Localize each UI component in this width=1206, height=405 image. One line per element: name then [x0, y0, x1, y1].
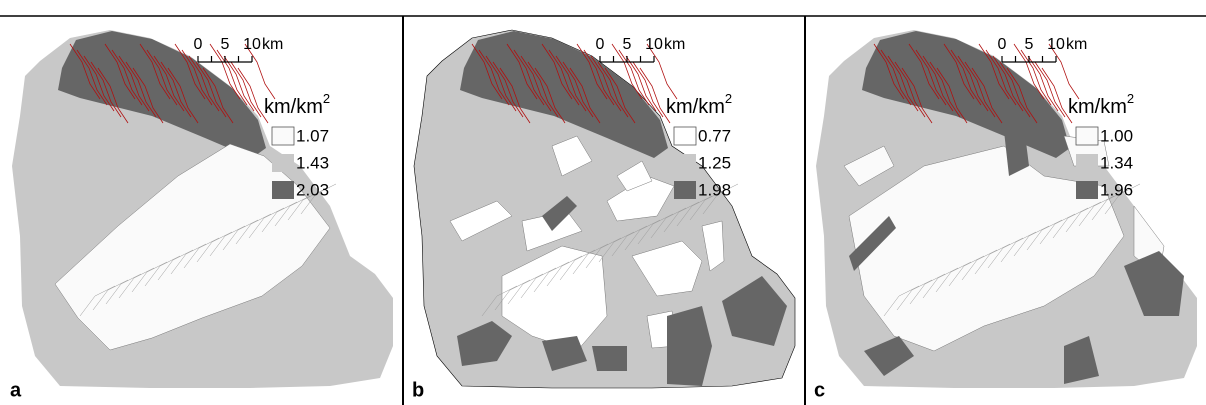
scale-label: 10 — [243, 36, 261, 53]
scale-label: 10 — [645, 36, 663, 53]
legend-swatch — [674, 181, 696, 199]
legend-label: 1.25 — [698, 153, 731, 172]
legend-label: 1.00 — [1100, 126, 1133, 145]
legend-title: km/km2 — [666, 91, 732, 118]
legend-title: km/km2 — [1068, 91, 1134, 118]
legend-swatch — [272, 154, 294, 172]
legend-title-superscript: 2 — [323, 91, 330, 106]
scale-label: 10 — [1047, 36, 1065, 53]
dense-zone — [592, 346, 627, 371]
legend-title-text: km/km — [666, 96, 725, 118]
scale-unit: km — [664, 36, 685, 53]
figure: 0510kmkm/km21.071.432.03a0510kmkm/km20.7… — [0, 0, 1206, 405]
scale-unit: km — [262, 36, 283, 53]
legend-label: 1.07 — [296, 126, 329, 145]
panel-label: a — [10, 379, 22, 401]
scale-label: 0 — [194, 36, 203, 53]
panel-label: c — [814, 379, 825, 401]
scale-label: 5 — [623, 36, 632, 53]
legend-swatch — [272, 181, 294, 199]
panel-label: b — [412, 379, 424, 401]
scale-label: 5 — [221, 36, 230, 53]
scale-label: 0 — [998, 36, 1007, 53]
scale-label: 0 — [596, 36, 605, 53]
legend-label: 0.77 — [698, 126, 731, 145]
legend-label: 2.03 — [296, 180, 329, 199]
legend-swatch — [272, 127, 294, 145]
legend-title-superscript: 2 — [1127, 91, 1134, 106]
legend-swatch — [1076, 181, 1098, 199]
legend-label: 1.43 — [296, 153, 329, 172]
legend-swatch — [674, 154, 696, 172]
legend-title-superscript: 2 — [725, 91, 732, 106]
legend-title-text: km/km — [264, 96, 323, 118]
legend-label: 1.96 — [1100, 180, 1133, 199]
legend-title-text: km/km — [1068, 96, 1127, 118]
legend-swatch — [1076, 154, 1098, 172]
legend-label: 1.98 — [698, 180, 731, 199]
legend-label: 1.34 — [1100, 153, 1133, 172]
legend-title: km/km2 — [264, 91, 330, 118]
scale-unit: km — [1066, 36, 1087, 53]
legend-swatch — [674, 127, 696, 145]
scale-label: 5 — [1025, 36, 1034, 53]
legend-swatch — [1076, 127, 1098, 145]
